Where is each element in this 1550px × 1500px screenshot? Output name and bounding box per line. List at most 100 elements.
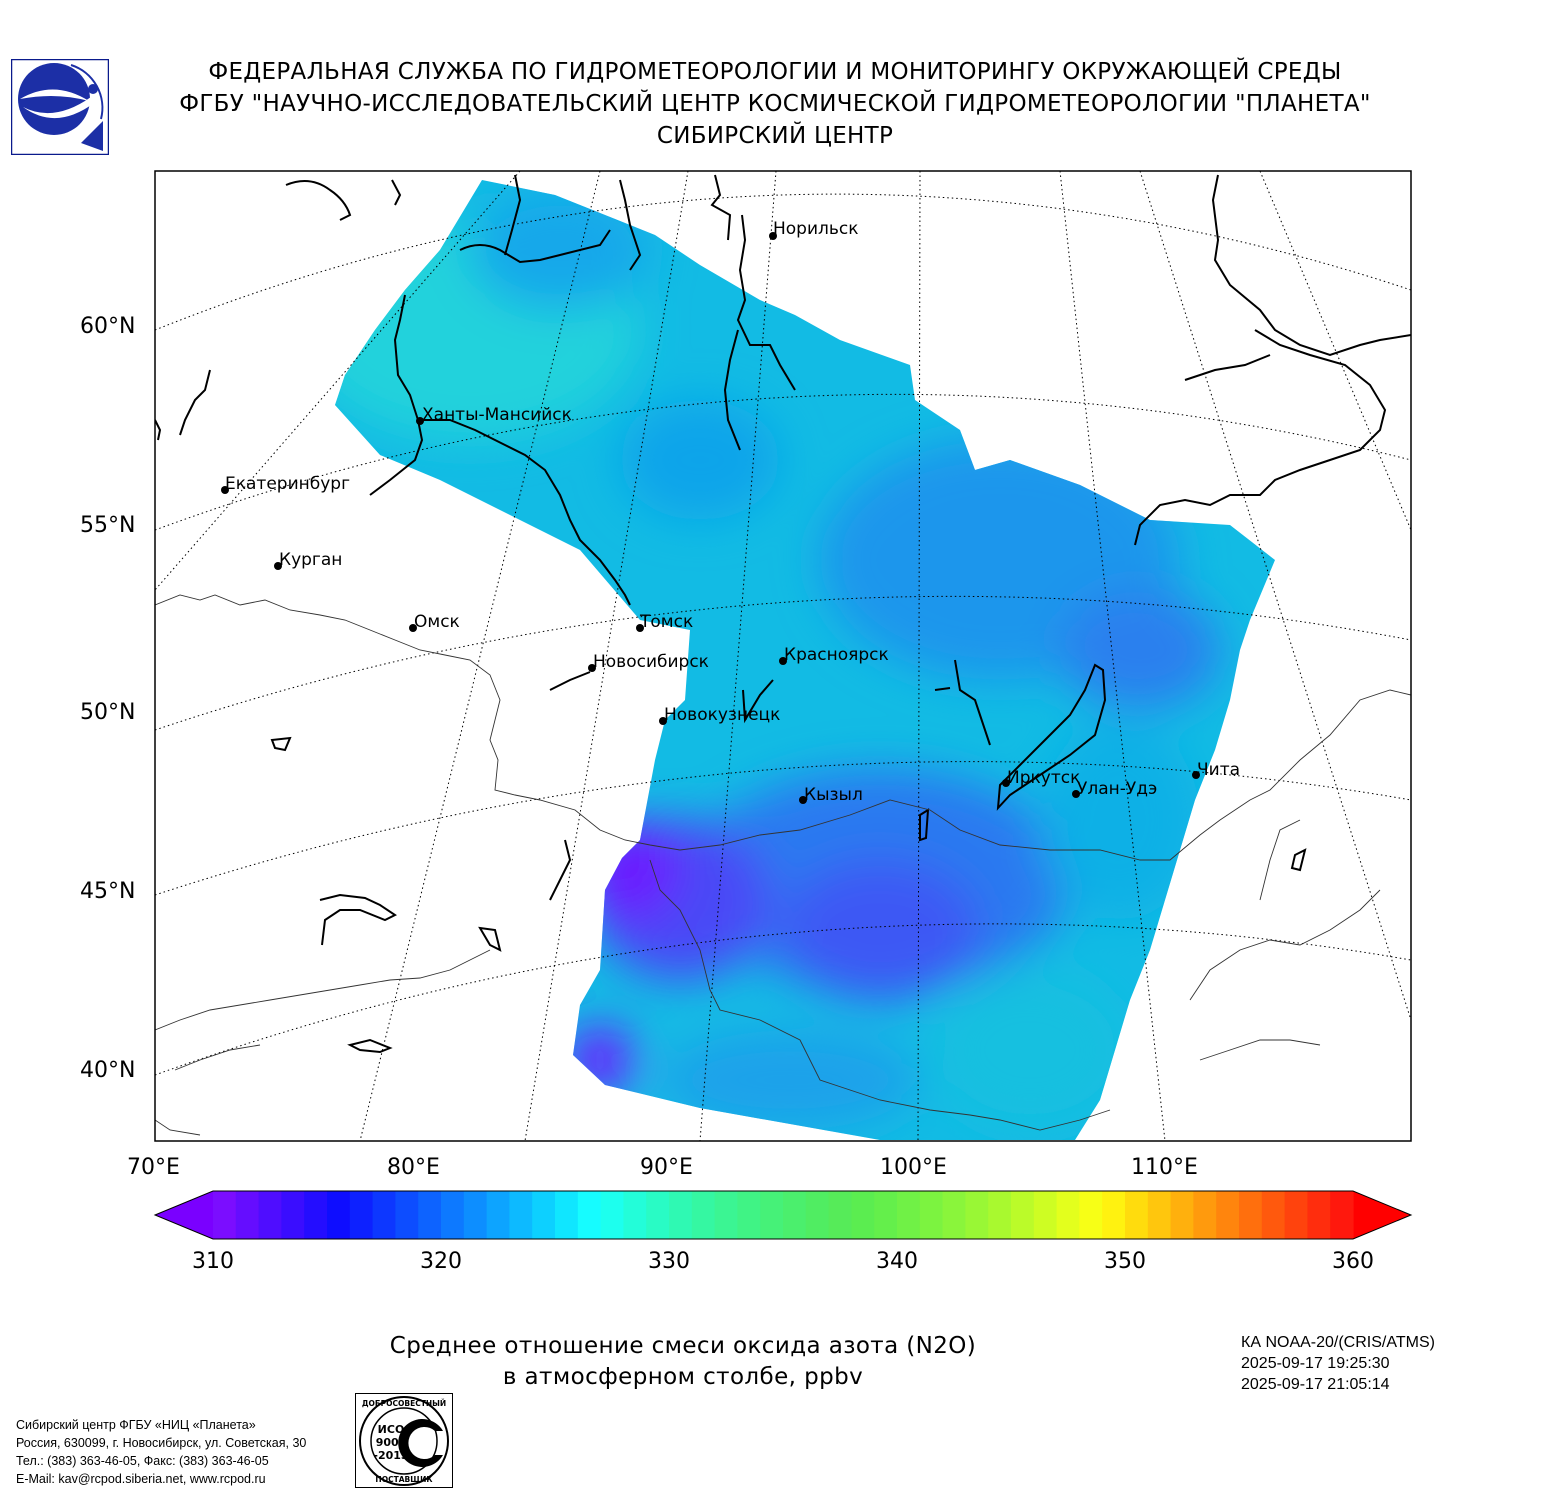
colorbar-extend-low xyxy=(155,1191,213,1239)
city-tomsk: Томск xyxy=(636,612,693,632)
lat-label-55: 55°N xyxy=(80,513,135,538)
city-label: Кызыл xyxy=(804,785,863,805)
map-caption: Среднее отношение смеси оксида азота (N2… xyxy=(383,1331,983,1393)
colorbar-band xyxy=(1261,1191,1286,1239)
city-kurgan: Курган xyxy=(274,550,342,570)
colorbar-band xyxy=(486,1191,510,1239)
graticule xyxy=(155,171,1411,1141)
colorbar-band xyxy=(509,1191,533,1239)
iso-line-2: 9001 xyxy=(376,1436,407,1449)
satellite-time-end: 2025-09-17 21:05:14 xyxy=(1241,1376,1390,1393)
colorbar-band xyxy=(1284,1191,1308,1239)
map-frame xyxy=(154,170,1412,1142)
city-omsk: Омск xyxy=(409,612,460,632)
city-novosibirsk: Новосибирск xyxy=(588,652,709,672)
colorbar-band xyxy=(988,1191,1012,1239)
iso-line-1: ИСО xyxy=(378,1423,405,1436)
lon-label-90: 90°E xyxy=(640,1155,693,1180)
iso-line-3: -2015 xyxy=(373,1449,408,1462)
colorbar-tick-340: 340 xyxy=(876,1249,918,1274)
colorbar-band xyxy=(897,1191,921,1239)
colorbar-tick-310: 310 xyxy=(192,1249,234,1274)
colorbar-band xyxy=(1170,1191,1194,1239)
city-irkutsk: Иркутск xyxy=(1002,768,1080,788)
satellite-time-start: 2025-09-17 19:25:30 xyxy=(1241,1355,1390,1372)
satellite-name: КА NOAA-20/(CRIS/ATMS) xyxy=(1241,1334,1435,1351)
city-label: Норильск xyxy=(773,219,859,239)
colorbar-tick-320: 320 xyxy=(420,1249,462,1274)
city-chita: Чита xyxy=(1192,760,1240,780)
colorbar-band xyxy=(851,1191,875,1239)
city-layer: Норильск Ханты-Мансийск Екатеринбург Кур… xyxy=(221,219,1240,805)
lon-label-80: 80°E xyxy=(387,1155,440,1180)
org-line-1: Сибирский центр ФГБУ «НИЦ «Планета» xyxy=(16,1418,256,1432)
borders xyxy=(155,594,1411,1136)
colorbar-band xyxy=(281,1191,305,1239)
city-ulan-ude: Улан-Удэ xyxy=(1072,779,1157,799)
colorbar-outline xyxy=(153,1190,1413,1240)
lat-label-60: 60°N xyxy=(80,314,135,339)
colorbar-band xyxy=(304,1191,328,1239)
colorbar-band xyxy=(1147,1191,1172,1239)
colorbar-band xyxy=(737,1191,761,1239)
lat-label-45: 45°N xyxy=(80,879,135,904)
city-label: Курган xyxy=(279,550,342,570)
header: ФЕДЕРАЛЬНАЯ СЛУЖБА ПО ГИДРОМЕТЕОРОЛОГИИ … xyxy=(0,56,1550,152)
colorbar-band xyxy=(874,1191,898,1239)
city-norilsk: Норильск xyxy=(769,219,859,240)
colorbar-band xyxy=(555,1191,579,1239)
colorbar-band xyxy=(1330,1191,1354,1239)
city-label: Новосибирск xyxy=(593,652,709,672)
planeta-logo xyxy=(11,59,109,155)
axis-labels: 60°N 55°N 50°N 45°N 40°N 70°E 80°E 90°E … xyxy=(80,314,1198,1180)
colorbar-band xyxy=(441,1191,465,1239)
colorbar-band xyxy=(965,1191,989,1239)
colorbar-band xyxy=(1011,1191,1035,1239)
colorbar-band xyxy=(418,1191,442,1239)
city-label: Ханты-Мансийск xyxy=(422,405,572,425)
city-label: Иркутск xyxy=(1007,768,1080,788)
colorbar-band xyxy=(463,1191,488,1239)
lon-label-100: 100°E xyxy=(880,1155,947,1180)
map-figure: Норильск Ханты-Мансийск Екатеринбург Кур… xyxy=(80,170,1413,1274)
colorbar-extend-high xyxy=(1353,1191,1411,1239)
org-line-4: E-Mail: kav@rcpod.siberia.net, www.rcpod… xyxy=(16,1472,266,1486)
header-line-3: СИБИРСКИЙ ЦЕНТР xyxy=(656,123,894,149)
colorbar-band xyxy=(1193,1191,1217,1239)
satellite-info: КА NOAA-20/(CRIS/ATMS) 2025-09-17 19:25:… xyxy=(1241,1332,1435,1395)
colorbar-band xyxy=(919,1191,944,1239)
colorbar-band xyxy=(623,1191,647,1239)
city-label: Красноярск xyxy=(784,645,889,665)
colorbar-band xyxy=(828,1191,852,1239)
colorbar-band xyxy=(577,1191,602,1239)
city-khanty-mansiysk: Ханты-Мансийск xyxy=(416,405,572,425)
caption-line-2: в атмосферном столбе, ppbv xyxy=(502,1364,864,1390)
city-label: Екатеринбург xyxy=(225,474,350,494)
colorbar-band xyxy=(349,1191,374,1239)
lat-label-50: 50°N xyxy=(80,700,135,725)
lon-label-110: 110°E xyxy=(1131,1155,1198,1180)
colorbar-band xyxy=(1307,1191,1331,1239)
city-novokuznetsk: Новокузнецк xyxy=(659,705,780,725)
organization-info: Сибирский центр ФГБУ «НИЦ «Планета» Росс… xyxy=(16,1416,306,1488)
city-ekaterinburg: Екатеринбург xyxy=(221,474,350,494)
iso-stamp: ДОБРОСОВЕСТНЫЙ ИСО 9001 -2015 ПОСТАВЩИК xyxy=(355,1393,453,1488)
colorbar-band xyxy=(1239,1191,1263,1239)
header-line-2: ФГБУ "НАУЧНО-ИССЛЕДОВАТЕЛЬСКИЙ ЦЕНТР КОС… xyxy=(179,91,1371,117)
colorbar-band xyxy=(1056,1191,1080,1239)
header-line-1: ФЕДЕРАЛЬНАЯ СЛУЖБА ПО ГИДРОМЕТЕОРОЛОГИИ … xyxy=(208,59,1342,85)
colorbar-band xyxy=(669,1191,693,1239)
city-krasnoyarsk: Красноярск xyxy=(779,645,889,665)
colorbar-band xyxy=(327,1191,351,1239)
colorbar: 310 320 330 340 350 360 xyxy=(153,1190,1413,1274)
city-label: Томск xyxy=(639,612,693,632)
colorbar-band xyxy=(646,1191,670,1239)
colorbar-band xyxy=(1216,1191,1240,1239)
colorbar-band xyxy=(691,1191,716,1239)
colorbar-band xyxy=(1125,1191,1149,1239)
city-label: Омск xyxy=(414,612,460,632)
colorbar-band xyxy=(213,1191,237,1239)
colorbar-band xyxy=(532,1191,556,1239)
colorbar-band xyxy=(783,1191,807,1239)
colorbar-band xyxy=(805,1191,830,1239)
